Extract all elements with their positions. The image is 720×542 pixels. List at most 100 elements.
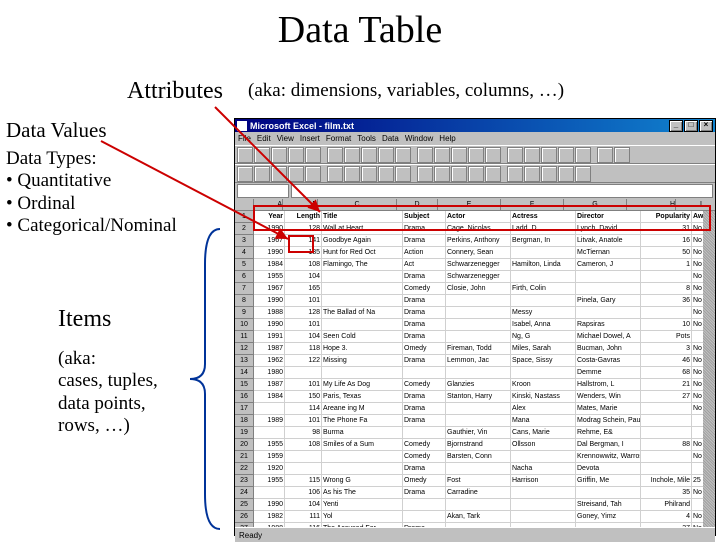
cell[interactable]: 1989 (254, 415, 285, 427)
cell[interactable]: Pinela, Gary (576, 295, 641, 307)
cell[interactable] (322, 283, 403, 295)
scrollbar-vertical[interactable] (703, 211, 715, 527)
cell[interactable]: Gauthier, Vin (446, 427, 511, 439)
column-header[interactable]: H (627, 199, 676, 211)
cell[interactable]: Nacha (511, 463, 576, 475)
cell[interactable]: 104 (285, 331, 322, 343)
toolbar-button[interactable] (507, 147, 523, 163)
cell[interactable]: Drama (403, 355, 446, 367)
cell[interactable] (511, 367, 576, 379)
row-header[interactable]: 25 (235, 499, 254, 511)
row-header[interactable]: 2 (235, 223, 254, 235)
row-header[interactable]: 12 (235, 343, 254, 355)
column-header[interactable]: G (564, 199, 627, 211)
cell[interactable]: Comedy (403, 451, 446, 463)
toolbar-button[interactable] (575, 147, 591, 163)
row-header[interactable]: 16 (235, 391, 254, 403)
cell[interactable]: Burma (322, 427, 403, 439)
cell[interactable]: Drama (403, 391, 446, 403)
cell[interactable]: Rapsiras (576, 319, 641, 331)
close-button[interactable]: × (699, 120, 713, 132)
menu-data[interactable]: Data (382, 134, 399, 143)
cell[interactable]: 36 (641, 295, 692, 307)
cell[interactable]: Yol (322, 511, 403, 523)
cell[interactable]: Streisand, Tah (576, 499, 641, 511)
field-header[interactable]: Actress (511, 211, 576, 223)
cell[interactable]: Fireman, Todd (446, 343, 511, 355)
cell[interactable] (641, 271, 692, 283)
menu-view[interactable]: View (277, 134, 294, 143)
cell[interactable]: Hamilton, Linda (511, 259, 576, 271)
cell[interactable]: 1955 (254, 271, 285, 283)
cell[interactable]: Krennowwitz, Warrose (576, 451, 641, 463)
cell[interactable]: 141 (285, 235, 322, 247)
cell[interactable]: 128 (285, 223, 322, 235)
cell[interactable]: 1980 (254, 367, 285, 379)
cell[interactable] (576, 271, 641, 283)
row-header[interactable]: 24 (235, 487, 254, 499)
row-header[interactable]: 15 (235, 379, 254, 391)
cell[interactable]: The Ballad of Na (322, 307, 403, 319)
cell[interactable]: Michael Dowel, A (576, 331, 641, 343)
maximize-button[interactable]: □ (684, 120, 698, 132)
cell[interactable]: 101 (285, 319, 322, 331)
cell[interactable]: 46 (641, 355, 692, 367)
toolbar-button[interactable] (378, 166, 394, 182)
cell[interactable] (403, 499, 446, 511)
cell[interactable]: McTiernan (576, 247, 641, 259)
cell[interactable]: Drama (403, 403, 446, 415)
toolbar-button[interactable] (451, 166, 467, 182)
menu-edit[interactable]: Edit (257, 134, 271, 143)
cell[interactable] (446, 307, 511, 319)
row-header[interactable]: 26 (235, 511, 254, 523)
cell[interactable]: 31 (641, 223, 692, 235)
toolbar-button[interactable] (468, 166, 484, 182)
cell[interactable]: 98 (285, 427, 322, 439)
cell[interactable]: Stanton, Harry (446, 391, 511, 403)
cell[interactable] (511, 511, 576, 523)
row-header[interactable]: 18 (235, 415, 254, 427)
cell[interactable] (285, 451, 322, 463)
cell[interactable]: Missing (322, 355, 403, 367)
cell[interactable]: Closie, John (446, 283, 511, 295)
cell[interactable]: Comedy (403, 439, 446, 451)
cell[interactable]: Modrag Schein, Paula (576, 415, 641, 427)
toolbar-button[interactable] (361, 166, 377, 182)
cell[interactable]: 37 (641, 523, 692, 527)
cell[interactable]: Drama (403, 295, 446, 307)
cell[interactable]: Drama (403, 235, 446, 247)
cell[interactable]: 101 (285, 415, 322, 427)
field-header[interactable]: Subject (403, 211, 446, 223)
row-header[interactable]: 11 (235, 331, 254, 343)
cell[interactable]: 16 (641, 235, 692, 247)
cell[interactable] (641, 415, 692, 427)
cell[interactable]: 1990 (254, 499, 285, 511)
formula-input[interactable] (291, 184, 713, 198)
cell[interactable]: My Life As Dog (322, 379, 403, 391)
row-header[interactable]: 5 (235, 259, 254, 271)
cell[interactable]: 4 (641, 511, 692, 523)
cell[interactable] (511, 487, 576, 499)
cell[interactable]: 1990 (254, 223, 285, 235)
cell[interactable]: Space, Sissy (511, 355, 576, 367)
cell[interactable]: Comedy (403, 379, 446, 391)
cell[interactable] (641, 463, 692, 475)
cell[interactable]: Drama (403, 487, 446, 499)
cell[interactable]: 21 (641, 379, 692, 391)
cell[interactable]: Drama (403, 271, 446, 283)
cell[interactable]: Hunt for Red Oct (322, 247, 403, 259)
cell[interactable]: 1984 (254, 391, 285, 403)
cell[interactable] (285, 367, 322, 379)
cell[interactable]: Philrand (641, 499, 692, 511)
menu-tools[interactable]: Tools (357, 134, 376, 143)
column-header[interactable]: F (501, 199, 564, 211)
cell[interactable]: 135 (285, 247, 322, 259)
row-header[interactable]: 1 (235, 211, 254, 223)
cell[interactable]: Hallstrom, L (576, 379, 641, 391)
cell[interactable]: 88 (641, 439, 692, 451)
cell[interactable]: 115 (285, 475, 322, 487)
cell[interactable]: Demme (576, 367, 641, 379)
cell[interactable]: Firth, Colin (511, 283, 576, 295)
cell[interactable]: 27 (641, 391, 692, 403)
toolbar-button[interactable] (305, 147, 321, 163)
